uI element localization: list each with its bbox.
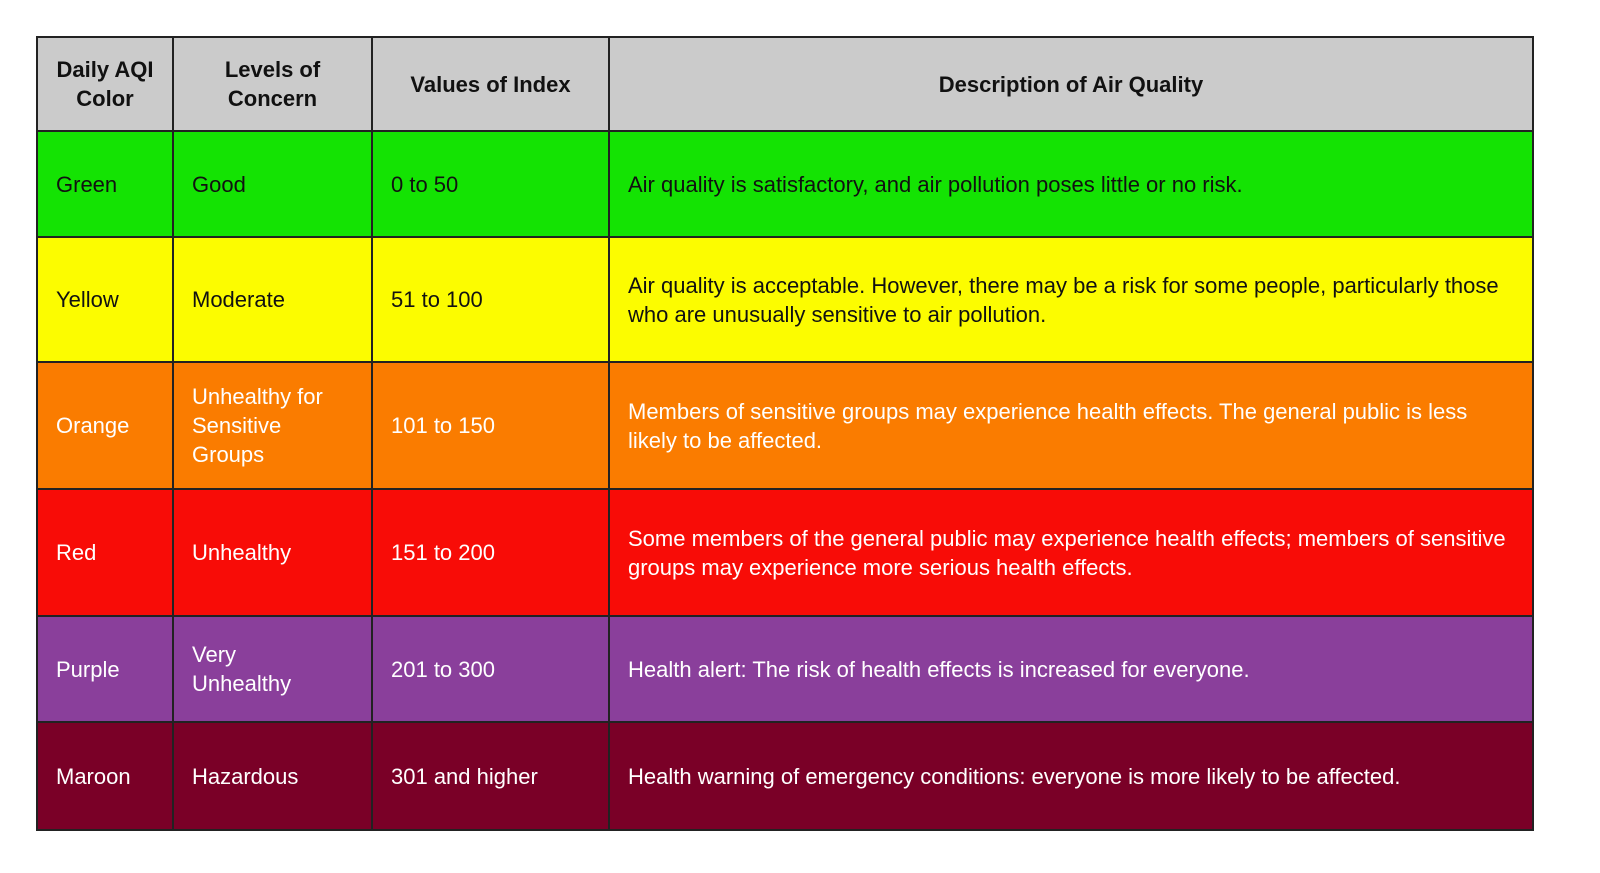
table-cell: Maroon [36,721,174,831]
table-cell: Purple [36,615,174,723]
table-cell: Health warning of emergency conditions: … [608,721,1534,831]
table-cell: Unhealthy [172,488,373,617]
table-cell: Moderate [172,236,373,363]
aqi-table: Daily AQI Color Levels of Concern Values… [36,36,1534,831]
table-cell: Green [36,130,174,238]
table-cell: 0 to 50 [371,130,610,238]
table-cell: 151 to 200 [371,488,610,617]
table-cell: Members of sensitive groups may experien… [608,361,1534,490]
header-row: Daily AQI Color Levels of Concern Values… [36,36,1534,132]
table-cell: Health alert: The risk of health effects… [608,615,1534,723]
header-cell: Daily AQI Color [36,36,174,132]
table-row: Orange Unhealthy for Sensitive Groups 101 … [36,361,1534,490]
table-cell: Very Unhealthy [172,615,373,723]
table-row: Purple Very Unhealthy 201 to 300 Health ale… [36,615,1534,723]
table-cell: Orange [36,361,174,490]
table-cell: Good [172,130,373,238]
header-cell: Values of Index [371,36,610,132]
table-cell: Red [36,488,174,617]
header-cell: Levels of Concern [172,36,373,132]
header-cell: Description of Air Quality [608,36,1534,132]
table-body: Green Good 0 to 50 Air quality is satisfact… [36,130,1534,831]
table-cell: 201 to 300 [371,615,610,723]
table-cell: 51 to 100 [371,236,610,363]
table-cell: 101 to 150 [371,361,610,490]
table-row: Red Unhealthy 151 to 200 Some members of th… [36,488,1534,617]
table-row: Green Good 0 to 50 Air quality is satisfact… [36,130,1534,238]
table-row: Yellow Moderate 51 to 100 Air quality is ac… [36,236,1534,363]
table-cell: Hazardous [172,721,373,831]
table-cell: Air quality is satisfactory, and air pol… [608,130,1534,238]
table-cell: Air quality is acceptable. However, ther… [608,236,1534,363]
table-cell: 301 and higher [371,721,610,831]
table-header: Daily AQI Color Levels of Concern Values… [36,36,1534,132]
table-cell: Unhealthy for Sensitive Groups [172,361,373,490]
table-cell: Some members of the general public may e… [608,488,1534,617]
table-row: Maroon Hazardous 301 and higher Health warn… [36,721,1534,831]
table-cell: Yellow [36,236,174,363]
